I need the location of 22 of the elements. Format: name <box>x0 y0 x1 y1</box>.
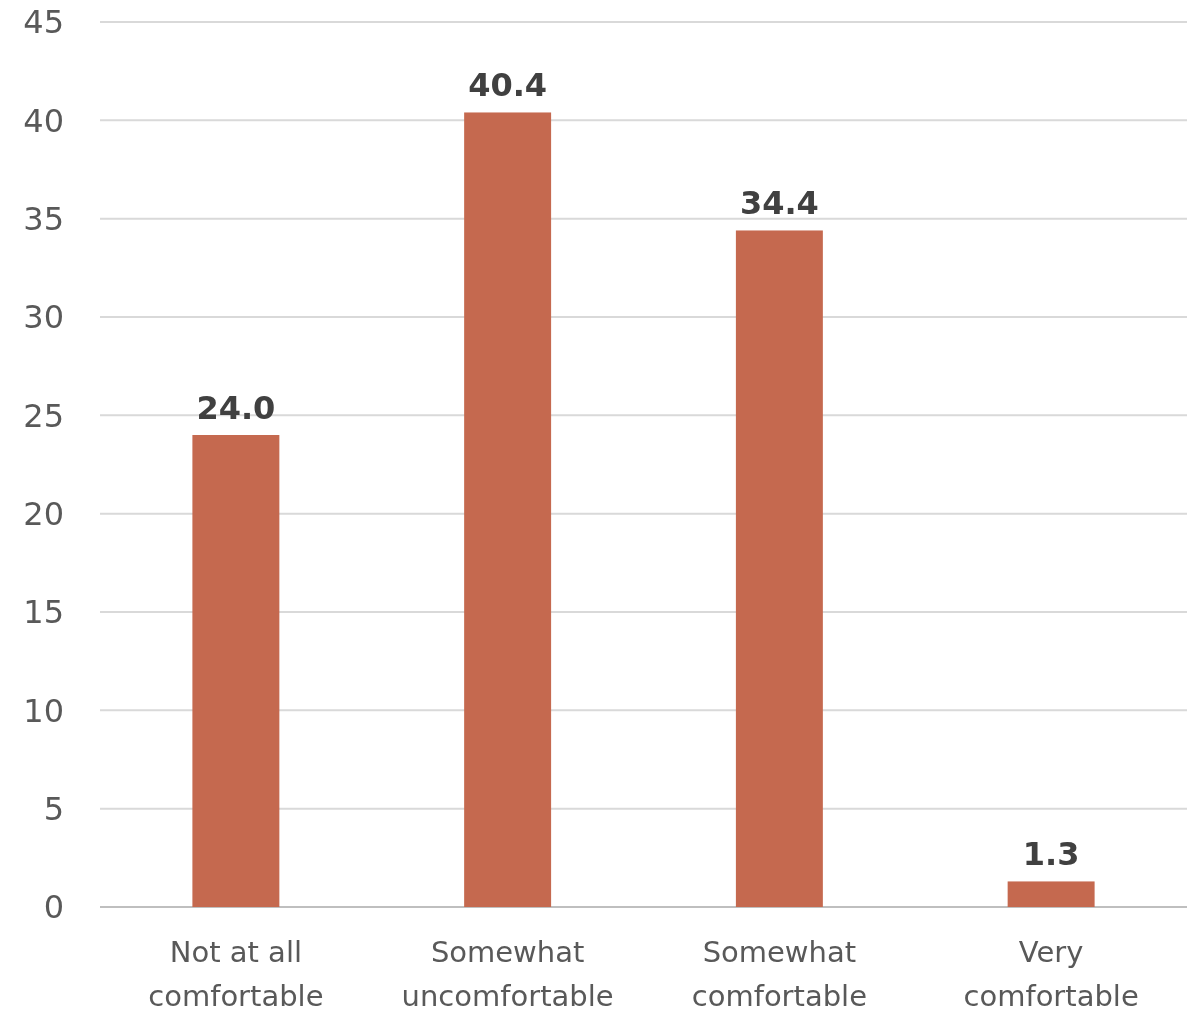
x-tick-label: Somewhat comfortable <box>691 935 868 1013</box>
data-label: 1.3 <box>1022 835 1080 874</box>
y-tick-label: 35 <box>23 199 64 238</box>
x-tick-label: Very comfortable <box>963 935 1139 1013</box>
y-tick-label: 40 <box>23 101 64 140</box>
bar <box>1007 881 1095 907</box>
bar <box>735 230 823 907</box>
y-tick-label: 10 <box>23 691 64 730</box>
y-tick-label: 30 <box>23 298 64 337</box>
y-tick-label: 15 <box>23 593 64 632</box>
bar <box>192 435 280 907</box>
bar <box>464 112 552 907</box>
y-tick-label: 20 <box>23 494 64 533</box>
y-tick-label: 5 <box>43 789 64 828</box>
y-tick-label: 25 <box>23 396 64 435</box>
x-tick-label: Somewhat uncomfortable <box>401 935 614 1013</box>
y-tick-label: 0 <box>43 888 64 927</box>
data-label: 34.4 <box>739 184 819 223</box>
x-tick-label: Not at all comfortable <box>148 935 324 1013</box>
data-label: 24.0 <box>196 389 276 427</box>
data-label: 40.4 <box>468 66 548 105</box>
y-tick-label: 45 <box>23 3 64 42</box>
